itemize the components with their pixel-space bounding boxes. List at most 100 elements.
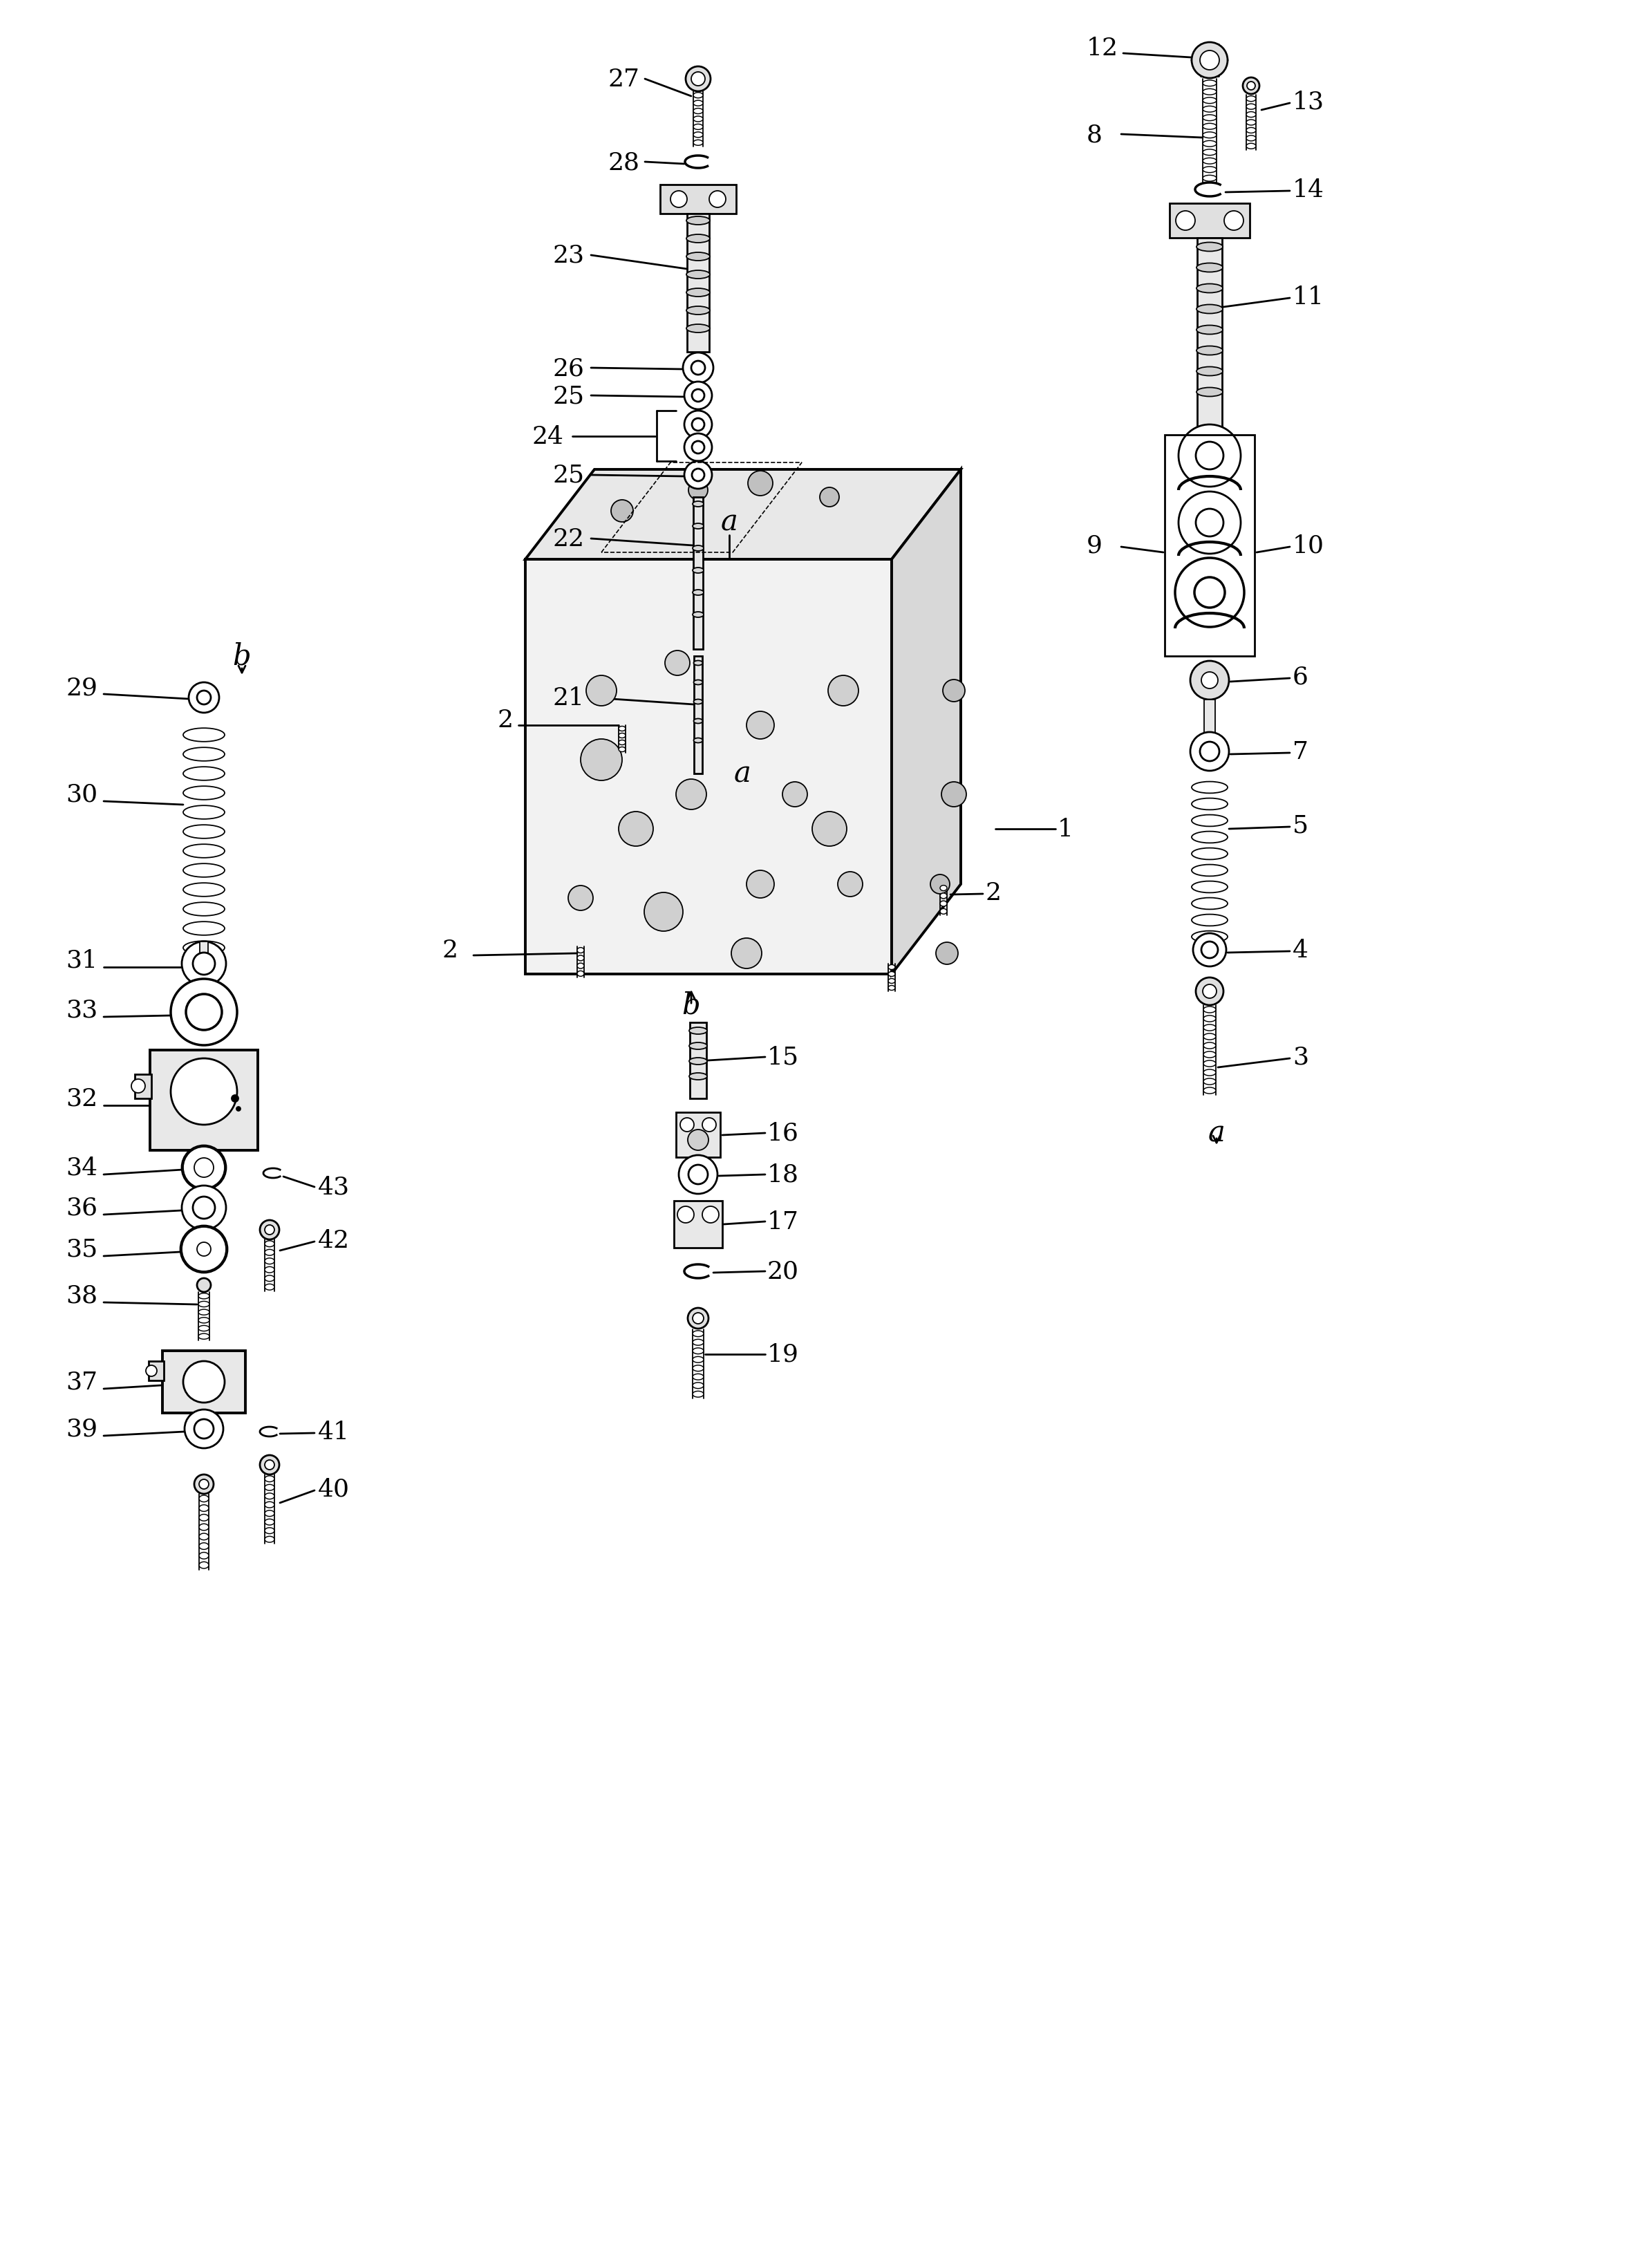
Bar: [1204, 700, 1216, 734]
Ellipse shape: [264, 1241, 274, 1248]
Text: 12: 12: [1087, 36, 1118, 61]
Ellipse shape: [692, 612, 704, 618]
Ellipse shape: [183, 923, 225, 937]
Ellipse shape: [692, 1356, 704, 1363]
Circle shape: [193, 952, 215, 975]
Circle shape: [676, 779, 707, 810]
Circle shape: [682, 352, 714, 384]
Circle shape: [684, 433, 712, 463]
Ellipse shape: [1203, 1043, 1216, 1050]
Ellipse shape: [183, 844, 225, 858]
Circle shape: [692, 420, 704, 431]
Circle shape: [1191, 43, 1227, 79]
Circle shape: [692, 469, 704, 481]
Text: 2: 2: [443, 939, 458, 961]
Circle shape: [1191, 661, 1229, 700]
Bar: [694, 497, 704, 650]
Circle shape: [689, 1165, 707, 1185]
Bar: [694, 657, 702, 774]
Circle shape: [943, 679, 965, 702]
Circle shape: [586, 675, 616, 706]
Text: 33: 33: [66, 998, 97, 1022]
Circle shape: [182, 1147, 226, 1189]
Ellipse shape: [1203, 1070, 1216, 1077]
Ellipse shape: [940, 894, 947, 898]
Circle shape: [671, 192, 687, 208]
Text: 20: 20: [767, 1259, 800, 1284]
Bar: [149, 1361, 164, 1381]
Bar: [1198, 239, 1222, 431]
Ellipse shape: [686, 235, 710, 244]
Circle shape: [231, 1095, 238, 1101]
Ellipse shape: [1191, 914, 1227, 925]
Bar: [162, 1352, 246, 1413]
Circle shape: [677, 1207, 694, 1223]
Circle shape: [702, 1117, 715, 1133]
Circle shape: [838, 871, 862, 896]
Text: 38: 38: [66, 1284, 97, 1307]
Ellipse shape: [618, 747, 626, 752]
Ellipse shape: [694, 700, 702, 704]
Polygon shape: [892, 469, 961, 975]
Circle shape: [185, 1411, 223, 1449]
Ellipse shape: [694, 117, 704, 122]
Ellipse shape: [264, 1537, 274, 1542]
Circle shape: [1191, 734, 1229, 772]
Ellipse shape: [264, 1510, 274, 1517]
Ellipse shape: [1203, 124, 1216, 131]
Ellipse shape: [264, 1501, 274, 1508]
Circle shape: [691, 361, 705, 375]
Ellipse shape: [183, 767, 225, 781]
Circle shape: [187, 995, 221, 1031]
Ellipse shape: [577, 948, 585, 952]
Circle shape: [684, 381, 712, 411]
Circle shape: [200, 1481, 208, 1490]
Ellipse shape: [686, 307, 710, 316]
Text: 4: 4: [1292, 939, 1308, 961]
Polygon shape: [525, 469, 961, 560]
Ellipse shape: [889, 973, 895, 977]
Ellipse shape: [686, 325, 710, 334]
Ellipse shape: [1203, 142, 1216, 147]
Ellipse shape: [264, 1485, 274, 1490]
Ellipse shape: [694, 108, 704, 115]
Circle shape: [618, 813, 653, 846]
Circle shape: [568, 887, 593, 912]
Circle shape: [182, 1228, 226, 1271]
Ellipse shape: [618, 740, 626, 745]
Circle shape: [691, 72, 705, 86]
Circle shape: [747, 711, 775, 740]
Ellipse shape: [1246, 144, 1256, 149]
Circle shape: [259, 1456, 279, 1474]
Ellipse shape: [1191, 864, 1227, 876]
Ellipse shape: [692, 1341, 704, 1345]
Ellipse shape: [183, 864, 225, 878]
Ellipse shape: [198, 1293, 210, 1300]
Ellipse shape: [1246, 135, 1256, 142]
Ellipse shape: [1203, 1016, 1216, 1022]
Ellipse shape: [694, 93, 704, 99]
Circle shape: [930, 876, 950, 894]
Circle shape: [644, 894, 682, 932]
Bar: [676, 1113, 720, 1158]
Circle shape: [819, 488, 839, 508]
Text: 6: 6: [1292, 666, 1308, 688]
Text: a: a: [1208, 1119, 1226, 1149]
Ellipse shape: [200, 1562, 208, 1569]
Ellipse shape: [694, 140, 704, 147]
Text: 17: 17: [767, 1210, 800, 1235]
Circle shape: [679, 1156, 717, 1194]
Ellipse shape: [1203, 158, 1216, 165]
Bar: [1165, 436, 1254, 657]
Text: 41: 41: [317, 1420, 350, 1444]
Circle shape: [170, 980, 238, 1045]
Ellipse shape: [1203, 1034, 1216, 1040]
Ellipse shape: [264, 1528, 274, 1535]
Circle shape: [828, 675, 859, 706]
Ellipse shape: [694, 102, 704, 106]
Text: 34: 34: [66, 1156, 97, 1180]
Ellipse shape: [1203, 1007, 1216, 1013]
Circle shape: [1176, 212, 1194, 230]
Ellipse shape: [692, 1332, 704, 1336]
Ellipse shape: [198, 1325, 210, 1332]
